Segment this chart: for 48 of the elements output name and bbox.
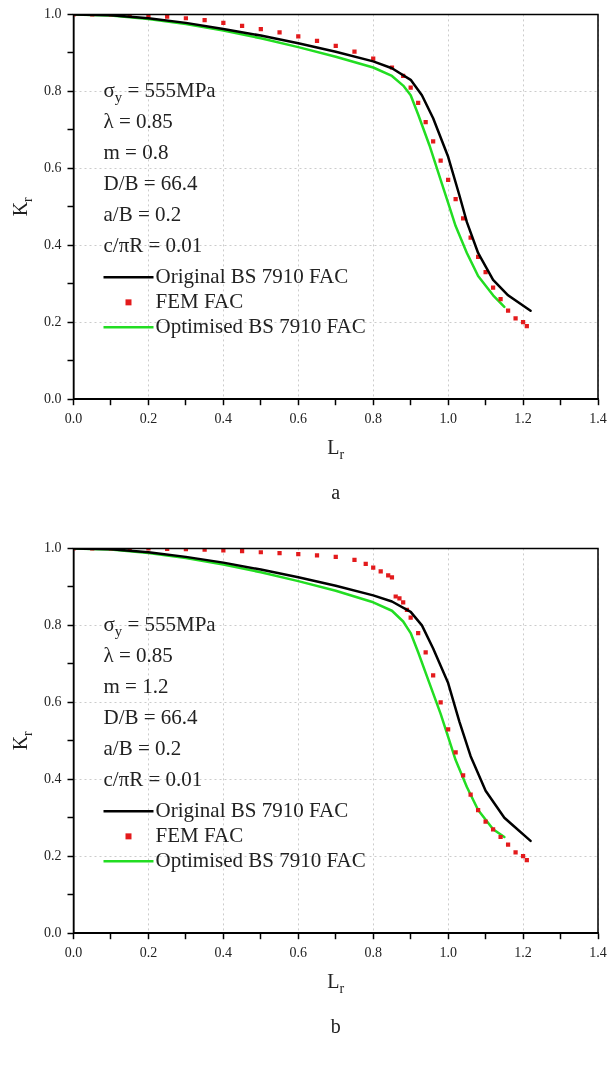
y-tick-label: 0.4 bbox=[44, 236, 62, 252]
annotation: c/πR = 0.01 bbox=[103, 232, 203, 257]
x-tick-label: 0.8 bbox=[364, 945, 382, 961]
y-tick-label: 0.4 bbox=[44, 770, 62, 786]
x-tick-label: 0.6 bbox=[289, 945, 308, 961]
annotation: λ = 0.85 bbox=[103, 108, 173, 133]
annotation: c/πR = 0.01 bbox=[103, 766, 203, 791]
annotation: a/B = 0.2 bbox=[103, 735, 182, 760]
legend-label: Optimised BS 7910 FAC bbox=[155, 847, 366, 872]
legend-label: Original BS 7910 FAC bbox=[155, 263, 349, 288]
annotation: λ = 0.85 bbox=[103, 642, 173, 667]
y-tick-label: 0.0 bbox=[44, 924, 62, 940]
x-tick-label: 0.8 bbox=[364, 411, 382, 427]
x-tick-label: 0.0 bbox=[64, 411, 83, 427]
x-tick-label: 1.4 bbox=[589, 411, 607, 427]
y-tick-label: 0.2 bbox=[44, 847, 62, 863]
x-tick-label: 1.2 bbox=[514, 411, 532, 427]
annotation: m = 0.8 bbox=[103, 139, 169, 164]
text: b bbox=[330, 1015, 341, 1038]
x-tick-label: 0.0 bbox=[64, 945, 83, 961]
annotation: D/B = 66.4 bbox=[103, 170, 199, 195]
legend-label: Original BS 7910 FAC bbox=[155, 797, 349, 822]
y-axis-title: Kr bbox=[9, 196, 35, 217]
annotation: m = 1.2 bbox=[103, 673, 169, 698]
text: a bbox=[331, 481, 341, 504]
x-tick-label: 1.0 bbox=[439, 411, 457, 427]
legend-label: Optimised BS 7910 FAC bbox=[155, 313, 366, 338]
y-tick-label: 0.8 bbox=[44, 83, 62, 99]
x-tick-label: 1.2 bbox=[514, 945, 532, 961]
x-tick-label: 0.4 bbox=[214, 945, 233, 961]
legend-label: FEM FAC bbox=[155, 822, 244, 847]
y-tick-label: 0.6 bbox=[44, 159, 62, 175]
y-axis-title: Kr bbox=[9, 730, 35, 751]
x-tick-label: 0.4 bbox=[214, 411, 233, 427]
x-tick-label: 1.0 bbox=[439, 945, 457, 961]
x-tick-label: 0.6 bbox=[289, 411, 308, 427]
x-tick-label: 0.2 bbox=[139, 945, 158, 961]
y-tick-label: 0.8 bbox=[44, 617, 62, 633]
x-tick-label: 1.4 bbox=[589, 945, 607, 961]
x-tick-label: 0.2 bbox=[139, 411, 158, 427]
y-tick-label: 1.0 bbox=[44, 540, 62, 556]
y-tick-label: 0.0 bbox=[44, 390, 62, 406]
y-tick-label: 0.6 bbox=[44, 693, 62, 709]
y-tick-label: 1.0 bbox=[44, 6, 62, 22]
legend-label: FEM FAC bbox=[155, 288, 244, 313]
y-tick-label: 0.2 bbox=[44, 313, 62, 329]
annotation: a/B = 0.2 bbox=[103, 201, 182, 226]
annotation: D/B = 66.4 bbox=[103, 704, 199, 729]
